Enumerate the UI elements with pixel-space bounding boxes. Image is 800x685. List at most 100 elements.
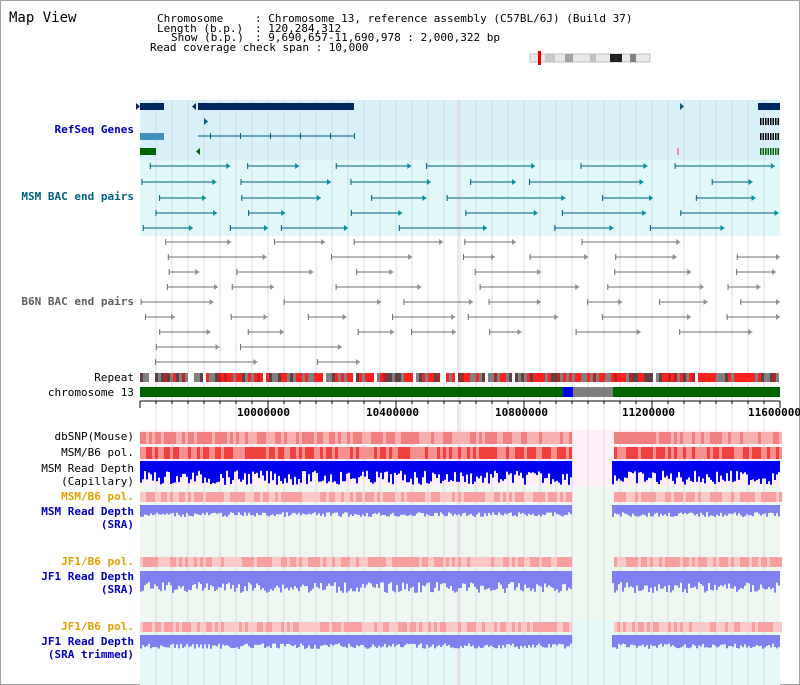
heat-cell xyxy=(227,447,230,459)
depth-bar xyxy=(506,571,508,588)
heat-cell xyxy=(455,432,458,444)
heat-cell xyxy=(659,447,662,459)
heat-cell xyxy=(338,447,341,459)
heat-cell xyxy=(710,432,713,444)
heat-cell xyxy=(662,492,665,502)
depth-bar xyxy=(736,461,738,472)
heat-cell xyxy=(530,492,533,502)
depth-bar xyxy=(404,571,406,590)
heat-cell xyxy=(728,492,731,502)
heat-cell xyxy=(746,432,749,444)
depth-bar xyxy=(766,635,768,646)
heat-cell xyxy=(194,447,197,459)
heat-cell xyxy=(401,557,404,567)
heat-cell xyxy=(356,447,359,459)
depth-bar xyxy=(234,635,236,648)
heat-cell xyxy=(458,492,461,502)
heat-cell xyxy=(728,432,731,444)
depth-bar xyxy=(770,461,772,485)
bac-end xyxy=(467,314,469,320)
repeat-mark xyxy=(524,373,527,382)
depth-bar xyxy=(738,635,740,649)
heat-cell xyxy=(323,622,326,632)
depth-bar xyxy=(472,635,474,646)
depth-bar xyxy=(704,461,706,484)
depth-bar xyxy=(690,505,692,513)
depth-bar xyxy=(338,571,340,587)
bac-end xyxy=(350,210,352,216)
repeat-mark xyxy=(269,373,272,382)
depth-bar xyxy=(682,571,684,593)
heat-cell xyxy=(227,622,230,632)
heat-cell xyxy=(620,492,623,502)
heat-cell xyxy=(665,432,668,444)
track-label-b6n-bac[interactable]: B6N BAC end pairs xyxy=(21,295,134,308)
track-label-refseq[interactable]: RefSeq Genes xyxy=(54,123,134,136)
depth-bar xyxy=(544,571,546,584)
repeat-mark xyxy=(332,373,335,382)
heat-cell xyxy=(287,447,290,459)
depth-bar xyxy=(638,505,640,517)
track-label-dbsnp: dbSNP(Mouse) xyxy=(54,430,134,443)
heat-cell xyxy=(413,492,416,502)
exon xyxy=(300,133,301,139)
depth-bar xyxy=(724,635,726,645)
heat-cell xyxy=(395,492,398,502)
heat-cell xyxy=(242,447,245,459)
heat-cell xyxy=(701,622,704,632)
heat-cell xyxy=(716,557,719,567)
heat-cell xyxy=(629,432,632,444)
gene xyxy=(775,148,777,155)
heat-cell xyxy=(428,432,431,444)
heat-cell xyxy=(743,557,746,567)
heat-cell xyxy=(203,622,206,632)
depth-bar xyxy=(742,635,744,648)
depth-bar xyxy=(692,461,694,483)
depth-bar xyxy=(324,505,326,517)
depth-bar xyxy=(668,461,670,479)
depth-bar xyxy=(632,461,634,474)
heat-cell xyxy=(524,432,527,444)
track-label-msm-bac[interactable]: MSM BAC end pairs xyxy=(21,190,134,203)
heat-cell xyxy=(164,447,167,459)
heat-cell xyxy=(749,432,752,444)
bac-end xyxy=(587,299,589,305)
heat-cell xyxy=(623,557,626,567)
gene xyxy=(772,118,774,125)
heat-cell xyxy=(434,447,437,459)
depth-bar xyxy=(296,461,298,485)
depth-bar xyxy=(280,505,282,515)
heat-cell xyxy=(233,622,236,632)
heat-cell xyxy=(284,557,287,567)
depth-bar xyxy=(302,505,304,514)
depth-bar xyxy=(614,635,616,648)
depth-bar xyxy=(378,505,380,513)
depth-bar xyxy=(636,635,638,648)
heat-cell xyxy=(530,557,533,567)
depth-bar xyxy=(480,571,482,586)
depth-bar xyxy=(664,461,666,478)
repeat-mark xyxy=(215,373,218,382)
depth-bar xyxy=(564,505,566,515)
heat-cell xyxy=(257,557,260,567)
depth-bar xyxy=(688,461,690,478)
depth-bar xyxy=(326,635,328,646)
bac-end xyxy=(280,225,282,231)
depth-bar xyxy=(710,571,712,590)
heat-cell xyxy=(413,432,416,444)
depth-bar xyxy=(174,461,176,483)
depth-bar xyxy=(410,635,412,644)
depth-bar xyxy=(374,635,376,647)
heat-cell xyxy=(179,557,182,567)
heat-cell xyxy=(704,492,707,502)
heat-cell xyxy=(734,492,737,502)
heat-cell xyxy=(728,447,731,459)
heat-cell xyxy=(218,447,221,459)
depth-bar xyxy=(732,635,734,647)
heat-cell xyxy=(752,492,755,502)
bac-end xyxy=(639,179,644,185)
axis-tick-label: 11200000 xyxy=(622,406,675,419)
depth-bar xyxy=(316,461,318,474)
depth-bar xyxy=(288,571,290,591)
